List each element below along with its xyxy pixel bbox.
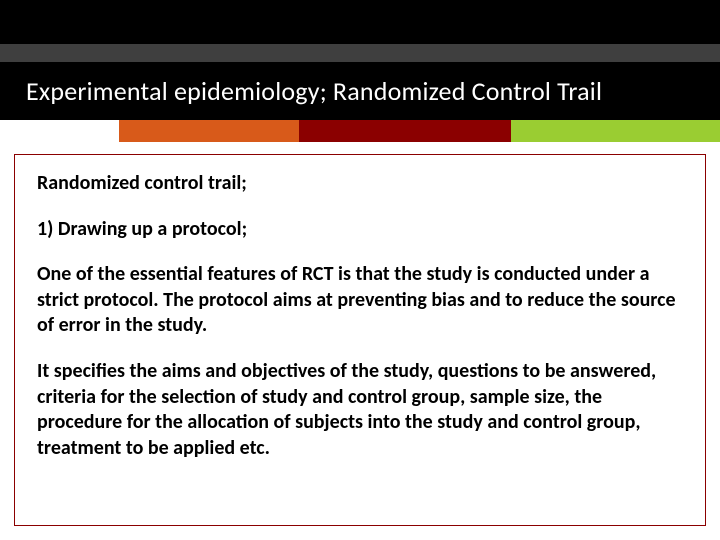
title-bar: Experimental epidemiology; Randomized Co… bbox=[0, 62, 720, 120]
accent-seg-0 bbox=[0, 120, 119, 142]
section-heading: 1) Drawing up a protocol; bbox=[37, 217, 683, 243]
accent-seg-3 bbox=[511, 120, 720, 142]
content-box: Randomized control trail; 1) Drawing up … bbox=[14, 154, 706, 526]
body-paragraph-2: It specifies the aims and objectives of … bbox=[37, 359, 683, 461]
slide: Experimental epidemiology; Randomized Co… bbox=[0, 0, 720, 540]
top-black-bar bbox=[0, 0, 720, 44]
body-paragraph-1: One of the essential features of RCT is … bbox=[37, 262, 683, 339]
accent-row bbox=[0, 120, 720, 142]
page-title: Experimental epidemiology; Randomized Co… bbox=[26, 75, 602, 107]
accent-seg-2 bbox=[299, 120, 511, 142]
subtitle: Randomized control trail; bbox=[37, 171, 683, 197]
gray-bar bbox=[0, 44, 720, 62]
accent-seg-1 bbox=[119, 120, 299, 142]
